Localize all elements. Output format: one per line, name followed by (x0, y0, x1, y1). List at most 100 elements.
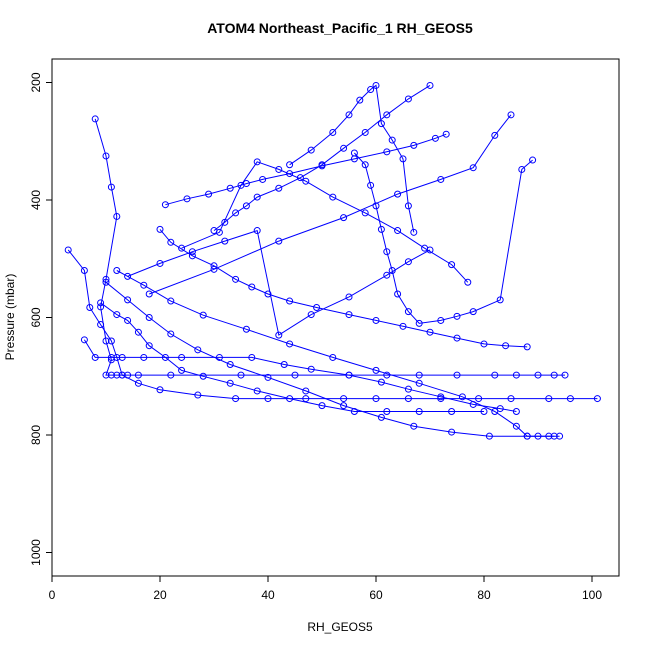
data-point (529, 156, 537, 164)
data-point (404, 202, 412, 210)
data-point (345, 311, 353, 319)
data-point (264, 395, 272, 403)
data-point (372, 81, 380, 89)
data-point (485, 432, 493, 440)
data-point (215, 228, 223, 236)
data-point (410, 228, 418, 236)
series-1 (64, 246, 601, 403)
data-point (453, 371, 461, 379)
data-point (302, 395, 310, 403)
x-tick-label: 40 (261, 588, 275, 602)
data-point (404, 395, 412, 403)
data-point (145, 290, 153, 298)
data-point (91, 353, 99, 361)
data-point (280, 361, 288, 368)
data-point (248, 283, 256, 291)
series-line (83, 339, 517, 412)
data-point (491, 131, 499, 139)
data-point (448, 408, 456, 415)
data-point (383, 148, 391, 156)
series-10 (286, 81, 418, 236)
data-point (178, 353, 186, 361)
data-point (113, 311, 121, 319)
data-point (372, 202, 380, 210)
data-point (415, 379, 423, 387)
data-point (242, 202, 250, 210)
data-point (221, 237, 229, 245)
data-point (480, 340, 488, 348)
data-point (388, 267, 396, 274)
data-point (259, 175, 267, 183)
series-0 (91, 115, 569, 379)
series-layer (64, 81, 601, 440)
data-point (156, 259, 164, 267)
data-point (534, 371, 542, 379)
data-point (91, 115, 99, 123)
data-point (464, 278, 472, 286)
data-point (469, 164, 477, 172)
data-point (496, 296, 504, 304)
data-point (178, 244, 186, 252)
data-point (426, 328, 434, 336)
data-point (97, 299, 105, 307)
series-line (94, 118, 565, 376)
data-point (145, 314, 153, 321)
data-point (134, 328, 142, 336)
series-13 (178, 158, 472, 286)
data-point (502, 342, 510, 350)
data-point (372, 395, 380, 403)
data-point (210, 265, 218, 273)
data-point (475, 395, 483, 403)
data-point (242, 325, 250, 333)
y-tick-label: 600 (29, 307, 43, 327)
data-point (102, 371, 110, 379)
data-point (264, 373, 272, 381)
data-point (507, 111, 515, 119)
data-point (523, 343, 531, 351)
data-point (302, 177, 310, 185)
data-point (167, 371, 175, 379)
data-point (404, 258, 412, 266)
data-point (383, 271, 391, 279)
data-point (383, 408, 391, 415)
data-point (448, 261, 456, 269)
data-point (329, 128, 337, 136)
data-point (561, 371, 569, 379)
data-point (480, 408, 488, 415)
data-point (97, 303, 105, 311)
data-point (102, 278, 110, 286)
data-point (431, 134, 439, 142)
data-point (377, 225, 385, 233)
data-point (512, 371, 520, 379)
data-point (107, 337, 115, 345)
data-point (194, 391, 202, 399)
data-point (340, 395, 348, 403)
data-point (107, 183, 115, 191)
data-point (340, 144, 348, 152)
series-line (100, 302, 484, 412)
data-point (534, 432, 542, 440)
data-point (421, 244, 429, 252)
data-point (80, 336, 88, 344)
data-point (124, 272, 132, 280)
data-point (367, 86, 375, 94)
data-point (399, 155, 407, 163)
data-point (329, 193, 337, 201)
data-point (383, 248, 391, 256)
data-point (215, 353, 223, 361)
data-point (361, 128, 369, 136)
data-point (102, 152, 110, 160)
data-point (194, 346, 202, 354)
data-point (64, 246, 72, 254)
data-point (237, 371, 245, 379)
series-line (127, 229, 431, 336)
data-point (248, 353, 256, 361)
data-point (550, 371, 558, 379)
data-point (161, 353, 169, 361)
y-axis: 200 400 600 800 1000 (29, 72, 52, 566)
data-point (286, 340, 294, 348)
data-point (415, 408, 423, 415)
data-point (161, 201, 169, 209)
data-point (232, 209, 240, 217)
